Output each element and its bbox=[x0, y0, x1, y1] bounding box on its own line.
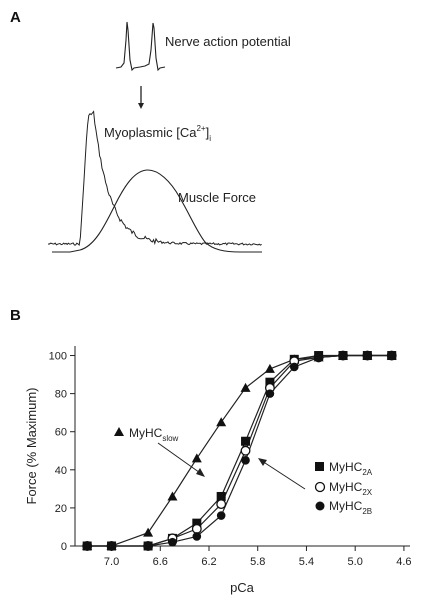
data-point-circle-open bbox=[240, 445, 251, 456]
data-point-square bbox=[192, 518, 202, 528]
data-point-circle-filled bbox=[363, 351, 372, 360]
data-point-circle-filled bbox=[107, 541, 116, 551]
data-point-square bbox=[241, 436, 251, 446]
series-line-square bbox=[87, 354, 392, 547]
legend-2b-marker bbox=[315, 501, 325, 511]
x-tick-label: 5.8 bbox=[250, 556, 265, 568]
panel-b-letter: B bbox=[10, 307, 21, 324]
data-point-circle-filled bbox=[338, 351, 348, 360]
data-point-square bbox=[216, 491, 226, 501]
data-point-triangle bbox=[191, 453, 202, 463]
data-point-triangle bbox=[143, 527, 154, 537]
y-ticks: 0 20 40 60 80 100 bbox=[49, 351, 75, 553]
y-tick-label: 80 bbox=[55, 389, 67, 401]
y-tick-label: 20 bbox=[55, 503, 67, 515]
y-tick-label: 40 bbox=[55, 465, 67, 477]
data-point-circle-filled bbox=[143, 541, 153, 551]
data-point-circle-filled bbox=[265, 389, 275, 398]
y-tick-label: 0 bbox=[61, 541, 67, 553]
legend-slow-label: MyHCslow bbox=[129, 426, 179, 443]
x-axis-label: pCa bbox=[230, 580, 255, 595]
data-point-circle-filled bbox=[289, 362, 299, 372]
calcium-transient-trace bbox=[47, 110, 262, 247]
arrow-down-head bbox=[138, 103, 144, 109]
y-axis-label: Force (% Maximum) bbox=[24, 387, 39, 504]
calcium-label: Myoplasmic [Ca2+]i bbox=[104, 124, 211, 143]
x-tick-label: 5.4 bbox=[299, 556, 314, 568]
data-point-circle-filled bbox=[387, 351, 397, 360]
x-tick-label: 7.0 bbox=[104, 556, 119, 568]
data-point-circle-filled bbox=[82, 541, 92, 551]
legend-fast-pointer bbox=[261, 460, 306, 490]
series-line-circle-filled bbox=[87, 354, 392, 547]
data-point-circle-filled bbox=[192, 532, 202, 541]
data-point-circle-filled bbox=[216, 511, 226, 520]
legend-2a-label: MyHC2A bbox=[329, 460, 373, 477]
data-point-triangle bbox=[240, 382, 251, 392]
legend-fast-pointer-head bbox=[258, 458, 267, 466]
data-point-triangle bbox=[216, 417, 227, 427]
data-point-circle-filled bbox=[314, 353, 323, 362]
muscle-force-label: Muscle Force bbox=[178, 190, 256, 205]
data-point-circle-open bbox=[216, 499, 227, 510]
legend-slow-pointer bbox=[157, 442, 204, 476]
x-tick-label: 5.0 bbox=[348, 556, 363, 568]
legend-slow-marker bbox=[114, 427, 124, 436]
nerve-action-potential-label: Nerve action potential bbox=[165, 34, 291, 49]
series-line-triangle bbox=[87, 354, 392, 547]
panel-a-letter: A bbox=[10, 9, 21, 26]
series-layer bbox=[82, 350, 397, 551]
legend-slow-pointer-head bbox=[196, 468, 205, 477]
data-point-circle-filled bbox=[241, 455, 250, 465]
data-point-triangle bbox=[167, 491, 178, 501]
data-point-circle-open bbox=[191, 523, 202, 534]
x-tick-label: 6.6 bbox=[153, 556, 168, 568]
nerve-action-potential-trace bbox=[115, 21, 166, 72]
x-ticks: 7.0 6.6 6.2 5.8 5.4 5.0 4.6 bbox=[104, 546, 412, 568]
series-line-circle-open bbox=[87, 354, 392, 547]
muscle-force-trace bbox=[52, 169, 262, 253]
legend-2b-label: MyHC2B bbox=[329, 499, 372, 516]
x-tick-label: 6.2 bbox=[201, 556, 216, 568]
data-point-square bbox=[265, 377, 275, 387]
y-tick-label: 60 bbox=[55, 427, 67, 439]
data-point-circle-filled bbox=[168, 537, 177, 547]
y-tick-label: 100 bbox=[49, 351, 67, 363]
legend-2x-marker bbox=[314, 481, 326, 493]
legend-2x-label: MyHC2X bbox=[329, 480, 373, 497]
legend-2a-marker bbox=[315, 462, 324, 471]
x-tick-label: 4.6 bbox=[396, 556, 411, 568]
data-point-triangle bbox=[264, 363, 275, 373]
